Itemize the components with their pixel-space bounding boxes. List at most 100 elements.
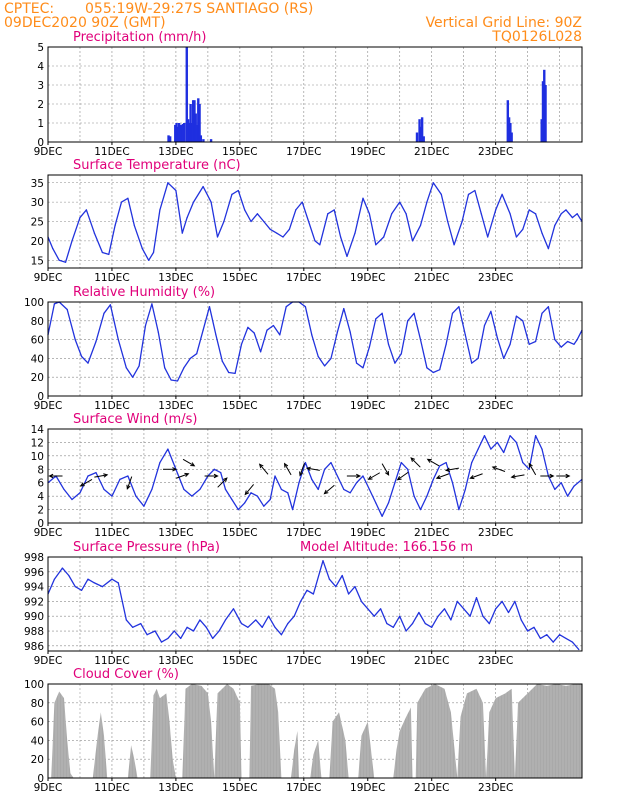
surface-wind-ytick: 12: [31, 437, 44, 449]
precip-bar: [188, 123, 191, 142]
surface-wind-point: [143, 505, 145, 507]
surface-temperature-point: [541, 232, 543, 234]
relative-humidity-ytick: 80: [31, 316, 44, 328]
wind-arrow-head: [367, 475, 373, 480]
relative-humidity-xtick: 15DEC: [222, 400, 257, 412]
relative-humidity-point: [400, 353, 402, 355]
surface-wind-point: [541, 448, 543, 450]
relative-humidity-point: [451, 312, 454, 314]
wind-arrow: [244, 484, 255, 495]
wind-arrow: [80, 479, 93, 487]
surface-pressure-point: [173, 630, 175, 632]
wind-arrow-head: [244, 490, 250, 496]
surface-wind-point: [419, 508, 422, 511]
surface-temperature-point: [192, 201, 195, 203]
header-grid-note: Vertical Grid Line: 90Z: [426, 15, 582, 31]
surface-temperature-point: [426, 201, 428, 203]
relative-humidity-point: [221, 360, 223, 362]
surface-temperature-point: [368, 213, 370, 215]
surface-wind-point: [224, 488, 227, 491]
relative-humidity-xtick: 9DEC: [34, 400, 63, 412]
surface-wind-ytick: 10: [31, 451, 44, 463]
cloud-cover-title: Cloud Cover (%): [73, 667, 179, 682]
relative-humidity-point: [304, 306, 307, 308]
wind-arrow: [436, 473, 450, 479]
wind-arrow-head: [126, 484, 131, 490]
surface-pressure-ytick: 994: [24, 582, 44, 594]
surface-wind-point: [311, 478, 313, 480]
precip-bar: [185, 47, 188, 142]
surface-wind-point: [135, 495, 137, 497]
surface-temperature-point: [152, 251, 155, 254]
wind-arrow: [299, 463, 305, 476]
surface-pressure-point: [456, 600, 458, 603]
surface-pressure-point: [218, 630, 220, 632]
surface-pressure-point: [154, 630, 156, 632]
wind-arrow: [182, 458, 195, 467]
relative-humidity-point: [515, 315, 518, 317]
surface-temperature-point: [447, 220, 449, 223]
relative-humidity-frame: [47, 301, 583, 397]
surface-temperature-point: [93, 232, 95, 234]
relative-humidity-point: [509, 343, 511, 345]
relative-humidity-point: [117, 339, 119, 341]
surface-pressure-annotation: Model Altitude: 166.156 m: [300, 540, 473, 555]
surface-temperature-xtick: 13DEC: [158, 272, 193, 284]
relative-humidity-point: [138, 365, 140, 367]
surface-temperature-point: [474, 189, 476, 192]
relative-humidity-point: [279, 334, 281, 336]
relative-humidity-point: [445, 343, 447, 345]
surface-wind-point: [567, 495, 569, 497]
surface-pressure-point: [140, 623, 142, 625]
wind-arrow: [324, 484, 335, 494]
header-source: CPTEC:: [4, 1, 54, 17]
relative-humidity-point: [132, 376, 134, 378]
cloud-cover-panel: Cloud Cover (%) 0 20 40 60 80 100 9DEC 11DEC 13DE…: [24, 667, 583, 794]
surface-temperature-point: [71, 240, 73, 242]
surface-wind-line: [47, 435, 583, 517]
surface-temperature-point: [554, 224, 556, 226]
surface-temperature-point: [461, 220, 463, 223]
surface-pressure-point: [443, 608, 446, 610]
surface-temperature-point: [301, 201, 303, 203]
surface-pressure-point: [322, 560, 324, 562]
surface-pressure-point: [418, 611, 420, 614]
surface-wind-point: [458, 508, 460, 511]
surface-wind-ytick: 8: [37, 464, 44, 476]
surface-wind-point: [471, 461, 473, 464]
surface-temperature-point: [571, 217, 574, 219]
surface-pressure-point: [61, 567, 63, 569]
relative-humidity-point: [503, 357, 505, 359]
relative-humidity-point: [157, 331, 159, 333]
cloud-cover-xtick: 13DEC: [158, 782, 193, 794]
precip-bar: [193, 100, 196, 142]
wind-arrow-head: [469, 475, 475, 480]
relative-humidity-point: [80, 355, 83, 358]
surface-pressure-xtick: 15DEC: [222, 655, 257, 667]
surface-temperature-point: [127, 197, 129, 199]
relative-humidity-point: [560, 346, 562, 348]
relative-humidity-point: [407, 320, 409, 322]
precip-bar: [510, 132, 513, 142]
surface-wind-point: [560, 482, 562, 484]
surface-temperature-point: [362, 197, 364, 199]
surface-pressure-point: [405, 630, 407, 632]
surface-temperature-point: [250, 220, 252, 223]
surface-pressure-title: Surface Pressure (hPa): [73, 540, 220, 555]
relative-humidity-ytick: 0: [37, 391, 44, 403]
wind-arrow: [492, 466, 506, 472]
surface-temperature-point: [480, 213, 482, 215]
wind-arrow-head: [435, 475, 441, 480]
surface-pressure-ytick: 986: [24, 641, 44, 653]
surface-wind-point: [554, 488, 556, 491]
relative-humidity-point: [311, 334, 313, 336]
surface-pressure-ytick: 998: [24, 552, 44, 564]
surface-pressure-frame: [47, 556, 583, 652]
relative-humidity-xtick: 21DEC: [414, 400, 449, 412]
surface-pressure-point: [186, 626, 188, 628]
wind-arrow-head: [184, 472, 190, 477]
surface-pressure-point: [379, 608, 382, 610]
relative-humidity-point: [253, 332, 255, 334]
surface-pressure-point: [514, 600, 516, 603]
